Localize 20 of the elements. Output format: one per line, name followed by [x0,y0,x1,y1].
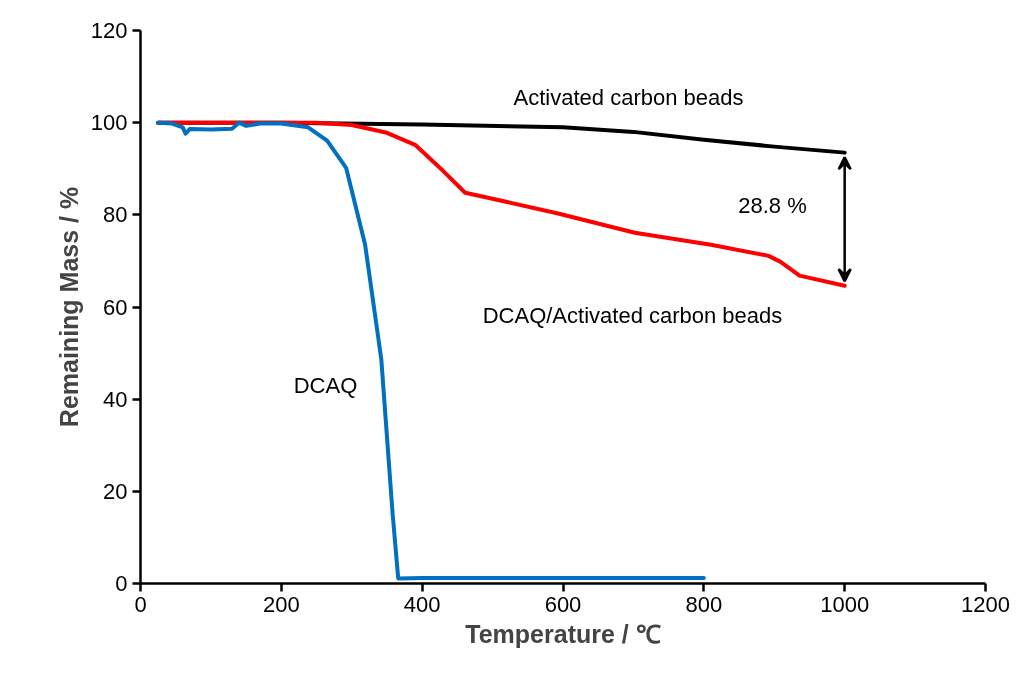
x-tick-label: 800 [685,591,723,617]
x-tick-label: 400 [403,591,441,617]
x-tick-label: 1200 [961,591,1010,617]
series-label: DCAQ [293,373,358,398]
x-tick-label: 200 [262,591,300,617]
x-tick-label: 0 [134,591,147,617]
y-tick-label: 120 [90,18,128,43]
y-tick-label: 100 [90,110,128,136]
x-tick-label: 600 [544,591,582,617]
x-tick-label: 1000 [820,591,870,617]
y-axis-title: Remaining Mass / % [54,186,83,428]
y-tick-label: 80 [103,202,128,228]
annotation: 28.8 % [738,193,807,218]
y-tick-label: 60 [103,294,128,320]
series-label: Activated carbon beads [513,85,744,110]
y-tick-label: 0 [115,571,128,596]
y-tick-label: 40 [103,386,128,412]
series-label: DCAQ/Activated carbon beads [482,303,783,328]
y-tick-label: 20 [103,478,128,504]
x-axis-title: Temperature / ℃ [465,619,661,648]
